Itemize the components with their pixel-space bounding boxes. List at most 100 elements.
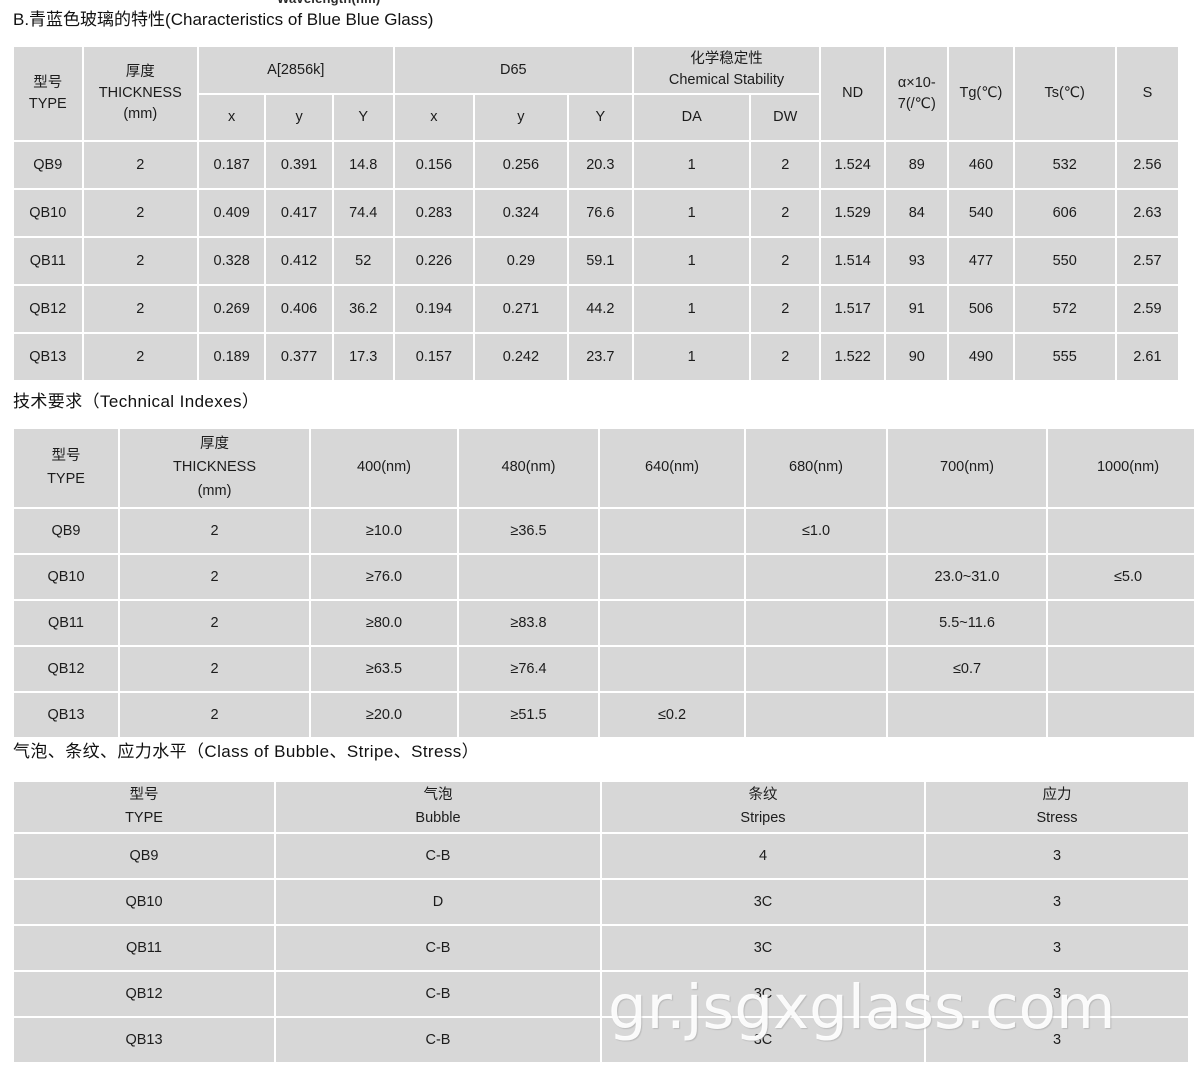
cell-640nm	[600, 555, 744, 599]
cell-400nm: ≥80.0	[311, 601, 457, 645]
cell-type: QB13	[14, 693, 118, 737]
th-type: 型号 TYPE	[14, 429, 118, 507]
cell-dY: 23.7	[568, 334, 632, 381]
th-thickness-cn: 厚度	[200, 436, 229, 453]
table-header-row: 型号 TYPE 气泡 Bubble 条纹 Stripes 应力 Stress	[14, 782, 1188, 833]
th-type-cn: 型号	[129, 787, 159, 803]
cell-thickness: 2	[83, 286, 197, 333]
table-header-row-sub: x y Y x y Y DA DW	[14, 95, 1178, 141]
cell-dw: 2	[751, 190, 820, 237]
cell-alpha: 89	[886, 142, 948, 189]
table-row: QB11 C-B 3C 3	[14, 926, 1188, 971]
cell-680nm	[746, 555, 886, 599]
cell-480nm: ≥76.4	[459, 647, 598, 691]
th-thickness: 厚度 THICKNESS (mm)	[83, 47, 197, 141]
table-characteristics-body: QB9 2 0.187 0.391 14.8 0.156 0.256 20.3 …	[14, 142, 1178, 381]
th-thickness-en: THICKNESS	[173, 459, 256, 476]
table-bubble-stripe-stress-body: QB9 C-B 4 3 QB10 D 3C 3 QB11 C-B 3C 3 QB…	[14, 834, 1188, 1063]
cell-ax: 0.187	[198, 142, 265, 189]
cell-stress: 3	[926, 972, 1188, 1017]
th-d-Y: Y	[568, 95, 632, 141]
th-thickness-unit: (mm)	[197, 482, 232, 499]
cell-aY: 36.2	[333, 286, 393, 333]
table-row: QB10 2 ≥76.0 23.0~31.0 ≤5.0	[14, 555, 1194, 599]
cell-alpha: 91	[886, 286, 948, 333]
cell-nd: 1.529	[821, 190, 885, 237]
cell-type: QB12	[14, 647, 118, 691]
section-title-bubble-stripe-stress: 气泡、条纹、应力水平（Class of Bubble、Stripe、Stress…	[13, 742, 480, 761]
cell-dx: 0.156	[394, 142, 474, 189]
cell-stripes: 3C	[602, 972, 924, 1017]
cell-480nm	[459, 555, 598, 599]
cell-1000nm	[1048, 693, 1194, 737]
th-type-en: TYPE	[28, 95, 67, 112]
table-row: QB11 2 ≥80.0 ≥83.8 5.5~11.6	[14, 601, 1194, 645]
cell-s: 2.56	[1116, 142, 1178, 189]
cell-ts: 532	[1014, 142, 1115, 189]
th-stress: 应力 Stress	[926, 782, 1188, 833]
table-row: QB13 2 ≥20.0 ≥51.5 ≤0.2	[14, 693, 1194, 737]
cell-thickness: 2	[120, 601, 309, 645]
cell-nd: 1.522	[821, 334, 885, 381]
cell-type: QB9	[14, 834, 274, 879]
cell-ay: 0.406	[266, 286, 332, 333]
cell-type: QB9	[14, 142, 82, 189]
table-row: QB13 C-B 3C 3	[14, 1018, 1188, 1063]
cell-nd: 1.517	[821, 286, 885, 333]
th-type-en: TYPE	[47, 471, 85, 487]
table-row: QB10 2 0.409 0.417 74.4 0.283 0.324 76.6…	[14, 190, 1178, 237]
cell-nd: 1.514	[821, 238, 885, 285]
cell-ts: 550	[1014, 238, 1115, 285]
section-title-technical-indexes: 技术要求（Technical Indexes）	[13, 392, 260, 411]
th-stress-en: Stress	[1036, 810, 1078, 827]
table-header-row-group: 型号 TYPE 厚度 THICKNESS (mm) A[2856k] D65 化…	[14, 47, 1178, 141]
cell-dw: 2	[751, 142, 820, 189]
th-chemical-stability: 化学稳定性 Chemical Stability	[633, 47, 820, 94]
th-400nm: 400(nm)	[311, 429, 457, 507]
th-d-y: y	[475, 95, 567, 141]
cell-bubble: D	[276, 880, 600, 925]
th-chem-cn: 化学稳定性	[690, 51, 763, 67]
cell-type: QB10	[14, 555, 118, 599]
cell-dY: 20.3	[568, 142, 632, 189]
th-tg: Tg(℃)	[949, 47, 1013, 141]
table-bubble-stripe-stress: 型号 TYPE 气泡 Bubble 条纹 Stripes 应力 Stress	[12, 780, 1190, 1065]
cell-aY: 14.8	[333, 142, 393, 189]
th-d-x: x	[394, 95, 474, 141]
cell-thickness: 2	[83, 334, 197, 381]
cell-480nm: ≥36.5	[459, 509, 598, 553]
th-thickness-unit: (mm)	[123, 106, 158, 123]
th-bubble-cn: 气泡	[423, 787, 453, 803]
cell-type: QB12	[14, 972, 274, 1017]
cell-ts: 572	[1014, 286, 1115, 333]
cell-thickness: 2	[120, 647, 309, 691]
cell-1000nm	[1048, 509, 1194, 553]
cell-tg: 540	[949, 190, 1013, 237]
cell-stripes: 4	[602, 834, 924, 879]
cell-thickness: 2	[120, 509, 309, 553]
cell-tg: 506	[949, 286, 1013, 333]
th-a-x: x	[198, 95, 265, 141]
table-row: QB9 C-B 4 3	[14, 834, 1188, 879]
cell-640nm	[600, 601, 744, 645]
cell-dY: 59.1	[568, 238, 632, 285]
cell-bubble: C-B	[276, 972, 600, 1017]
cell-type: QB13	[14, 334, 82, 381]
cell-680nm	[746, 693, 886, 737]
table-row: QB10 D 3C 3	[14, 880, 1188, 925]
cell-dY: 76.6	[568, 190, 632, 237]
th-680nm: 680(nm)	[746, 429, 886, 507]
cell-dx: 0.226	[394, 238, 474, 285]
cell-1000nm	[1048, 647, 1194, 691]
table-header-row: 型号 TYPE 厚度 THICKNESS (mm) 400(nm) 480(nm…	[14, 429, 1194, 507]
cell-640nm: ≤0.2	[600, 693, 744, 737]
table-characteristics: 型号 TYPE 厚度 THICKNESS (mm) A[2856k] D65 化…	[12, 45, 1180, 383]
th-a2856k: A[2856k]	[198, 47, 393, 94]
th-type-en: TYPE	[125, 810, 163, 827]
cell-type: QB11	[14, 926, 274, 971]
cell-s: 2.57	[1116, 238, 1178, 285]
cell-ay: 0.377	[266, 334, 332, 381]
cell-alpha: 93	[886, 238, 948, 285]
cell-da: 1	[633, 334, 750, 381]
